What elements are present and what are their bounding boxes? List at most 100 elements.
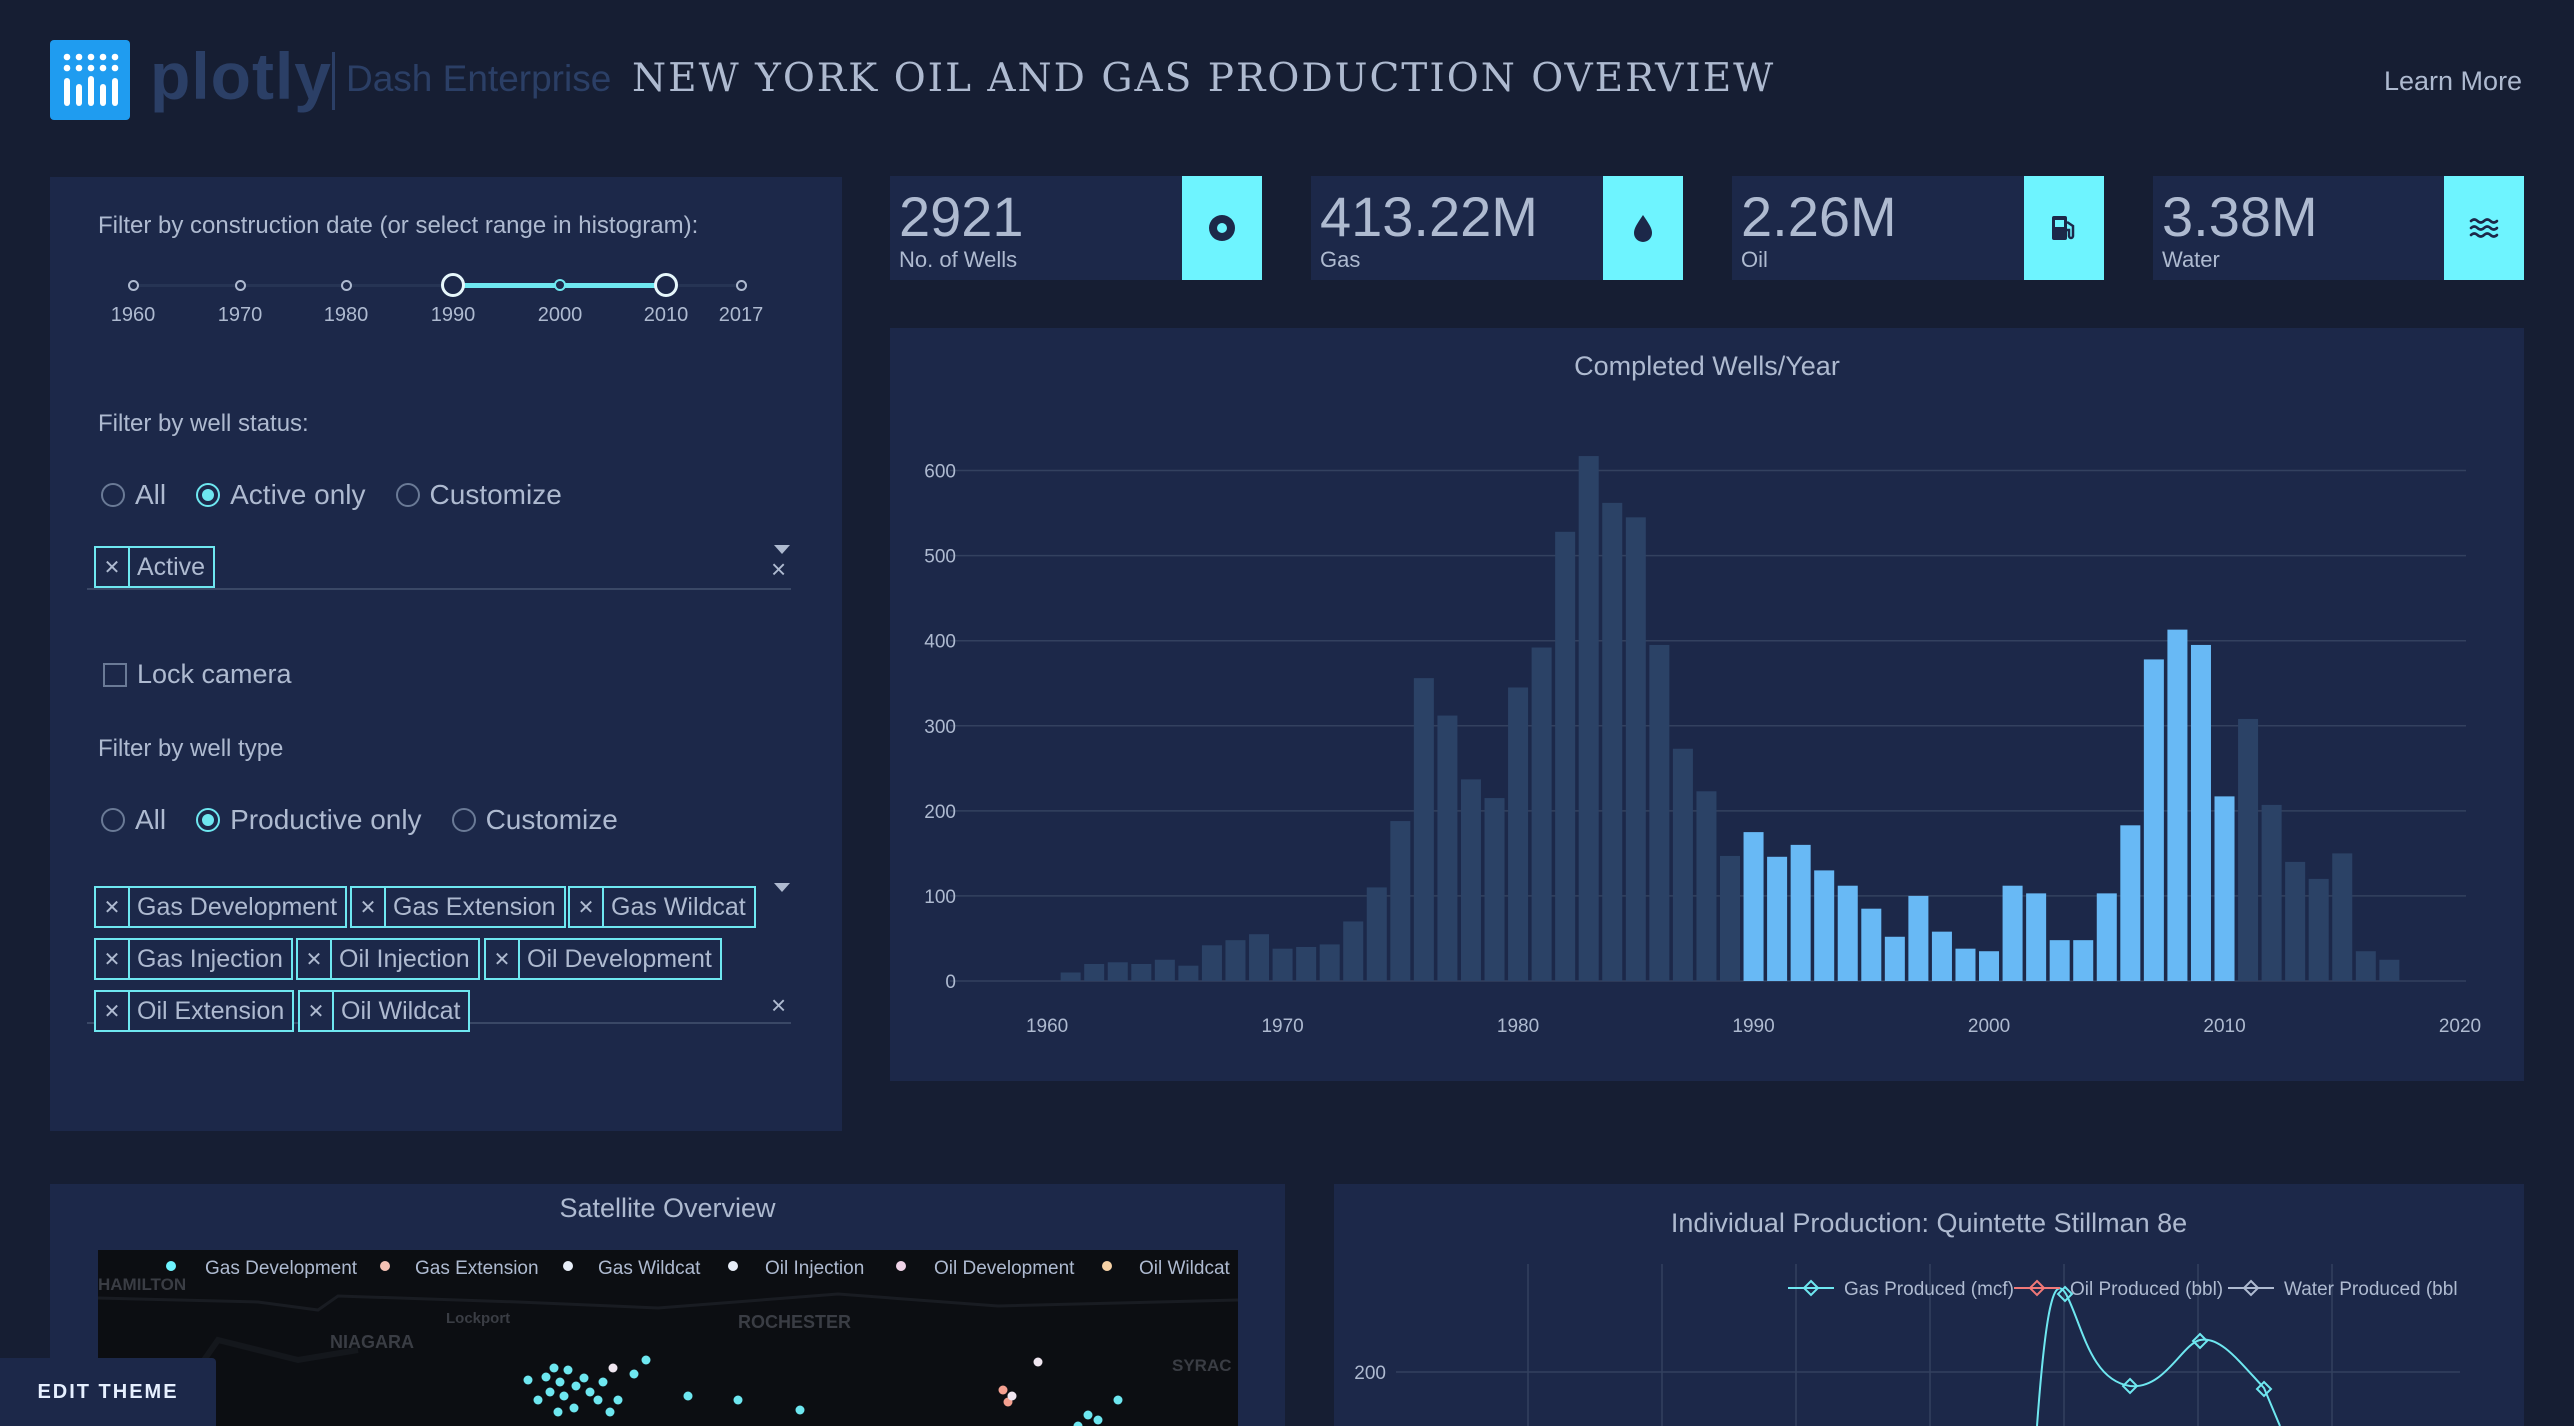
well-marker[interactable] xyxy=(795,1405,805,1415)
histogram-bar[interactable] xyxy=(1578,456,1599,981)
well-marker[interactable] xyxy=(533,1395,543,1405)
histogram-bar[interactable] xyxy=(1154,959,1175,981)
histogram-bar[interactable] xyxy=(2238,718,2259,981)
well-marker[interactable] xyxy=(629,1369,639,1379)
histogram-bar[interactable] xyxy=(2073,940,2094,981)
well-marker[interactable] xyxy=(605,1407,615,1417)
histogram-bar[interactable] xyxy=(1931,931,1952,981)
histogram-bar[interactable] xyxy=(2143,659,2164,981)
radio-button[interactable] xyxy=(196,808,221,832)
well-marker[interactable] xyxy=(1093,1415,1103,1425)
histogram-bar[interactable] xyxy=(2120,825,2141,981)
slider-handle-start[interactable] xyxy=(441,273,465,297)
satellite-map[interactable]: HAMILTON Lockport ROCHESTER NIAGARA SYRA… xyxy=(98,1250,1238,1426)
year-range-slider[interactable]: 1960 1970 1980 1990 2000 2010 2017 xyxy=(111,273,763,326)
histogram-bar[interactable] xyxy=(2190,644,2211,981)
lock-camera-checkbox[interactable] xyxy=(103,663,127,687)
remove-tag-icon[interactable]: ✕ xyxy=(352,888,386,926)
histogram-bar[interactable] xyxy=(2214,796,2235,981)
histogram-bar[interactable] xyxy=(1955,948,1976,981)
remove-tag-icon[interactable]: ✕ xyxy=(486,940,520,978)
well-marker[interactable] xyxy=(1073,1421,1083,1426)
histogram-bar[interactable] xyxy=(2002,885,2023,981)
well-marker[interactable] xyxy=(555,1377,565,1387)
histogram-bar[interactable] xyxy=(1084,963,1105,981)
legend-label[interactable]: Gas Produced (mcf) xyxy=(1844,1279,2014,1300)
well-marker[interactable] xyxy=(613,1395,623,1405)
chevron-down-icon[interactable] xyxy=(774,883,790,892)
histogram-bar[interactable] xyxy=(1979,951,2000,981)
well-marker[interactable] xyxy=(545,1387,555,1397)
radio-button[interactable] xyxy=(451,808,476,832)
histogram-bar[interactable] xyxy=(2332,853,2353,981)
histogram-bar[interactable] xyxy=(1884,936,1905,981)
histogram-bar[interactable] xyxy=(1837,885,1858,981)
well-marker[interactable] xyxy=(593,1395,603,1405)
histogram-bar[interactable] xyxy=(2167,629,2188,981)
histogram-bar[interactable] xyxy=(1437,715,1458,981)
histogram-bar[interactable] xyxy=(1908,895,1929,981)
radio-button[interactable] xyxy=(101,483,125,507)
well-marker[interactable] xyxy=(683,1391,693,1401)
legend-label[interactable]: Water Produced (bbl xyxy=(2284,1279,2458,1300)
well-marker[interactable] xyxy=(641,1355,651,1365)
histogram-bar[interactable] xyxy=(1790,844,1811,981)
remove-tag-icon[interactable]: ✕ xyxy=(298,940,332,978)
well-marker[interactable] xyxy=(523,1375,533,1385)
well-marker[interactable] xyxy=(998,1385,1008,1395)
legend-label[interactable]: Oil Injection xyxy=(765,1258,865,1279)
remove-tag-icon[interactable]: ✕ xyxy=(96,548,130,586)
histogram-bar[interactable] xyxy=(1060,972,1081,981)
wells-histogram[interactable]: 0 100 200 300 400 500 600 1960 1970 1980 1990 2000 2… xyxy=(890,328,2524,1081)
histogram-bar[interactable] xyxy=(1272,948,1293,981)
histogram-bar[interactable] xyxy=(1460,779,1481,981)
type-option-all[interactable]: All xyxy=(101,804,166,836)
legend-label[interactable]: Gas Extension xyxy=(415,1258,539,1279)
histogram-bar[interactable] xyxy=(1649,644,1670,981)
histogram-bar[interactable] xyxy=(1131,963,1152,981)
legend-label[interactable]: Oil Wildcat xyxy=(1139,1258,1230,1279)
clear-all-icon[interactable]: × xyxy=(771,990,787,1020)
histogram-bar[interactable] xyxy=(2379,959,2400,981)
histogram-bar[interactable] xyxy=(1602,502,1623,981)
histogram-bar[interactable] xyxy=(1390,821,1411,981)
histogram-bar[interactable] xyxy=(2049,940,2070,981)
production-line-chart[interactable]: 200 Gas Produced (mcf) Oil Produced (bbl… xyxy=(1334,1184,2524,1426)
histogram-bar[interactable] xyxy=(1696,791,1717,981)
histogram-bar[interactable] xyxy=(1484,798,1505,981)
histogram-bar[interactable] xyxy=(1625,517,1646,981)
well-marker[interactable] xyxy=(569,1403,579,1413)
radio-button[interactable] xyxy=(101,808,125,832)
clear-all-icon[interactable]: × xyxy=(771,554,787,584)
status-option-active[interactable]: Active only xyxy=(196,479,366,511)
well-marker[interactable] xyxy=(1083,1410,1093,1420)
histogram-bar[interactable] xyxy=(1861,908,1882,981)
histogram-bar[interactable] xyxy=(1343,921,1364,981)
status-option-customize[interactable]: Customize xyxy=(395,479,562,511)
remove-tag-icon[interactable]: ✕ xyxy=(96,940,130,978)
remove-tag-icon[interactable]: ✕ xyxy=(570,888,604,926)
radio-button[interactable] xyxy=(196,483,221,507)
learn-more-link[interactable]: Learn More xyxy=(2384,66,2523,96)
well-marker[interactable] xyxy=(1113,1395,1123,1405)
well-marker[interactable] xyxy=(579,1373,589,1383)
well-marker[interactable] xyxy=(571,1381,581,1391)
well-marker[interactable] xyxy=(563,1365,573,1375)
well-marker[interactable] xyxy=(1033,1357,1043,1367)
well-markers[interactable] xyxy=(98,1250,1238,1426)
well-marker[interactable] xyxy=(608,1363,618,1373)
histogram-bar[interactable] xyxy=(2261,804,2282,981)
well-marker[interactable] xyxy=(733,1395,743,1405)
status-option-all[interactable]: All xyxy=(101,479,166,511)
well-marker[interactable] xyxy=(549,1363,559,1373)
well-marker[interactable] xyxy=(1007,1391,1017,1401)
histogram-bar[interactable] xyxy=(2308,878,2329,981)
histogram-bar[interactable] xyxy=(1366,887,1387,981)
histogram-bar[interactable] xyxy=(1225,940,1246,981)
legend-label[interactable]: Gas Development xyxy=(205,1258,358,1279)
histogram-bar[interactable] xyxy=(1413,678,1434,981)
type-option-productive[interactable]: Productive only xyxy=(196,804,422,836)
histogram-bar[interactable] xyxy=(1555,531,1576,981)
histogram-bar[interactable] xyxy=(1249,934,1270,981)
legend-label[interactable]: Oil Development xyxy=(934,1258,1075,1279)
